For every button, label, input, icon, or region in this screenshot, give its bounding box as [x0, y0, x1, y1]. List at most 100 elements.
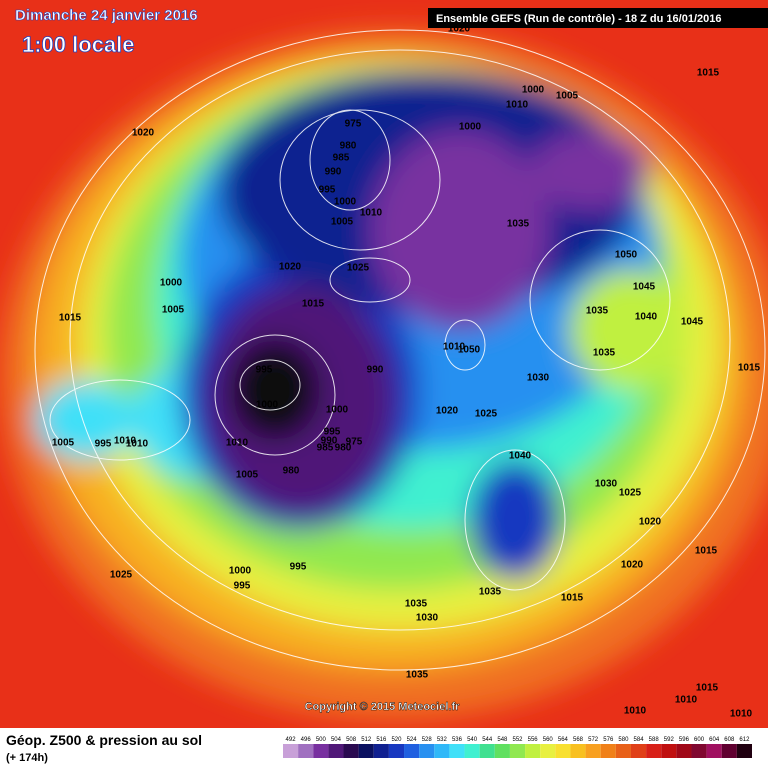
isobar-label: 1010: [624, 706, 647, 717]
scale-label: 592: [664, 737, 675, 743]
scale-label: 548: [497, 737, 508, 743]
scale-label: 588: [649, 737, 660, 743]
isobar-label: 1025: [619, 488, 642, 499]
scale-swatch: [373, 744, 389, 758]
isobar-label: 980: [335, 443, 352, 454]
scale-swatch: [525, 744, 541, 758]
isobar-label: 990: [325, 167, 342, 178]
isobar-label: 1015: [697, 68, 720, 79]
isobar-label: 1010: [675, 695, 698, 706]
scale-swatch: [691, 744, 707, 758]
scale-swatch: [283, 744, 299, 758]
isobar-label: 975: [345, 119, 362, 130]
isobar-label: 1020: [279, 262, 302, 273]
scale-label: 596: [679, 737, 690, 743]
isobar-label: 995: [234, 581, 251, 592]
isobar-label: 995: [290, 562, 307, 573]
isobar-label: 980: [340, 141, 357, 152]
scale-swatch: [479, 744, 495, 758]
isobar-label: 995: [256, 365, 273, 376]
scale-label: 584: [634, 737, 645, 743]
scale-swatch: [298, 744, 314, 758]
scale-label: 532: [437, 737, 448, 743]
isobar-label: 995: [324, 427, 341, 438]
isobar-label: 1005: [331, 217, 354, 228]
scale-label: 564: [558, 737, 569, 743]
scale-swatch: [313, 744, 329, 758]
isobar-label: 995: [95, 439, 112, 450]
scale-swatch: [434, 744, 450, 758]
isobar-label: 1035: [507, 219, 530, 230]
isobars: [34, 29, 766, 671]
scale-swatch: [540, 744, 556, 758]
scale-label: 492: [286, 737, 297, 743]
isobar-label: 1015: [561, 593, 584, 604]
scale-label: 544: [482, 737, 493, 743]
scale-swatch: [615, 744, 631, 758]
isobar-label: 1025: [110, 570, 133, 581]
isobar-label: 1035: [406, 670, 429, 681]
isobar-label: 995: [319, 185, 336, 196]
isobar-label: 1030: [416, 613, 439, 624]
scale-swatch: [464, 744, 480, 758]
scale-label: 552: [512, 737, 523, 743]
isobar-label: 1015: [59, 313, 82, 324]
scale-label: 512: [361, 737, 372, 743]
scale-swatch: [585, 744, 601, 758]
scale-swatch: [646, 744, 662, 758]
scale-label: 568: [573, 737, 584, 743]
scale-label: 612: [739, 737, 750, 743]
isobar-label: 1010: [360, 208, 383, 219]
scale-label: 540: [467, 737, 478, 743]
scale-swatch: [419, 744, 435, 758]
scale-label: 508: [346, 737, 357, 743]
time: 1:00 locale: [22, 32, 135, 57]
field: [0, 30, 768, 720]
isobar-label: 1000: [522, 85, 545, 96]
scale-swatch: [721, 744, 737, 758]
isobar-label: 1000: [256, 400, 279, 411]
isobar-label: 1010: [114, 436, 137, 447]
scale-label: 504: [331, 737, 342, 743]
scale: 492 496 500 504 508 512 516 520 524 528 532 536 540 5…: [283, 737, 752, 758]
lead: (+ 174h): [6, 752, 48, 764]
date: Dimanche 24 janvier 2016: [15, 7, 198, 24]
scale-label: 500: [316, 737, 327, 743]
isobar-label: 980: [283, 466, 300, 477]
scale-label: 600: [694, 737, 705, 743]
run: Ensemble GEFS (Run de contrôle) - 18 Z d…: [436, 13, 721, 25]
isobar-label: 1005: [556, 91, 579, 102]
isobar-label: 1005: [52, 438, 75, 449]
scale-label: 524: [407, 737, 418, 743]
scale-swatch: [404, 744, 420, 758]
isobar-label: 1020: [621, 560, 644, 571]
scale-swatch: [570, 744, 586, 758]
isobar-label: 1045: [633, 282, 656, 293]
scale-swatch: [509, 744, 526, 758]
isobar-label: 1000: [229, 566, 252, 577]
isobar-label: 1050: [458, 345, 481, 356]
isobar-label: 1000: [160, 278, 183, 289]
isobar-label: 1010: [443, 342, 466, 353]
scale-swatch: [358, 744, 374, 758]
isobar-label: 1045: [681, 317, 704, 328]
isobar-label: 1005: [162, 305, 185, 316]
isobar-label: 1040: [635, 312, 658, 323]
scale-label: 576: [603, 737, 614, 743]
isobar-label: 1000: [459, 122, 482, 133]
isobar-label: 975: [346, 437, 363, 448]
scale-label: 572: [588, 737, 599, 743]
isobar-label: 1010: [506, 100, 529, 111]
isobar-label: 990: [367, 365, 384, 376]
isobar-label: 1010: [226, 438, 249, 449]
scale-label: 580: [618, 737, 629, 743]
scale-label: 516: [376, 737, 387, 743]
scale-swatch: [676, 744, 692, 758]
scale-label: 496: [301, 737, 312, 743]
isobar-label: 1025: [475, 409, 498, 420]
isobar-label: 1000: [326, 405, 349, 416]
footer-title: Géop. Z500 & pression au sol: [6, 732, 202, 748]
isobar-label: 1035: [479, 587, 502, 598]
isobar-label: 1020: [132, 128, 155, 139]
